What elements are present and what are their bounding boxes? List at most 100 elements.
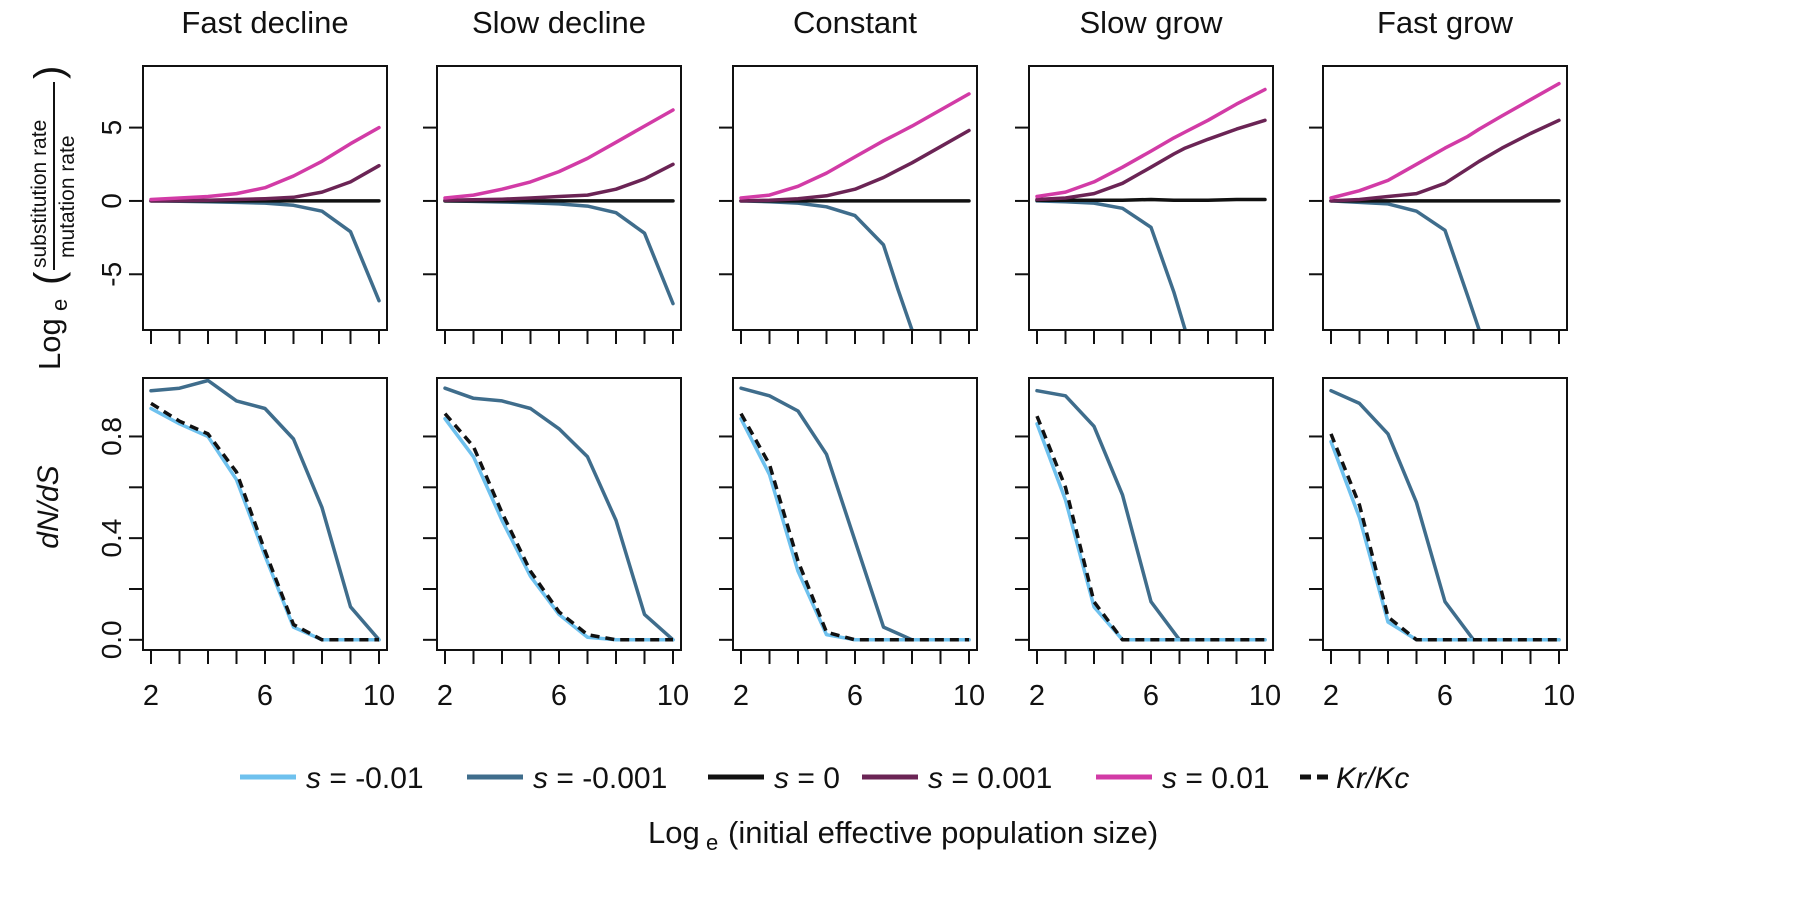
panel-substitution-1-line-s-0-01 (149, 125, 381, 202)
legend-label-s-0-01: s = 0.01 (1162, 762, 1270, 795)
panel-substitution-3-series (739, 92, 971, 330)
panel-dnds-1-ytick-label-0-8: 0.8 (96, 417, 127, 456)
panel-substitution-1-line-s-0-001 (149, 163, 381, 203)
panel-dnds-4-line-kr-kc (1035, 415, 1265, 642)
panel-dnds-1-line-kr-kc (150, 401, 379, 642)
panel-dnds-5-line-s-0-01 (1329, 439, 1561, 642)
panel-substitution-3-line-s-0-001 (739, 199, 914, 330)
panel-dnds-5: 2 6 10 (1309, 377, 1575, 712)
top-ylabel-prefix: Log (32, 318, 67, 370)
panel-dnds-2: 2 6 10 (423, 377, 689, 712)
panel-dnds-1-ytick-label-0-4: 0.4 (96, 519, 127, 558)
legend-label-s-0-01: s = -0.01 (306, 762, 424, 795)
panel-dnds-4-xtick-label-2: 2 (1029, 680, 1045, 712)
panel-dnds-4-line-s-0-01 (1035, 422, 1267, 642)
panel-dnds-1-xtick-label-10: 10 (363, 680, 395, 712)
panel-dnds-4-xtick-label-10: 10 (1249, 680, 1281, 712)
xlabel-rest: (initial effective population size) (728, 815, 1158, 850)
panel-dnds-5-xtick-label-6: 6 (1437, 680, 1453, 712)
panel-dnds-3-xtick-label-6: 6 (847, 680, 863, 712)
panel-dnds-5-series (1329, 388, 1561, 642)
panel-dnds-1-xtick-label-6: 6 (257, 680, 273, 712)
panel-dnds-1-line-s-0-001 (149, 378, 381, 642)
panel-dnds-5-line-kr-kc (1329, 433, 1559, 642)
panel-dnds-5-line-s-0-001 (1329, 388, 1561, 642)
legend-label-kr-kc: Kr/Kc (1336, 762, 1409, 795)
legend-label-s-0-001: s = -0.001 (533, 762, 667, 795)
legend: s = -0.01 s = -0.001 s = 0 s = 0.001 s = 0.0… (240, 762, 1409, 795)
panel-substitution-5-series (1329, 81, 1561, 330)
panel-substitution-5-line-s-0-001 (1329, 199, 1481, 330)
panel-dnds-4-xtick-label-6: 6 (1143, 680, 1159, 712)
panel-dnds-3-xtick-label-2: 2 (733, 680, 749, 712)
bottom-row-ylabel: dN/dS (32, 465, 65, 548)
panel-dnds-3-line-kr-kc (739, 412, 969, 642)
panel-substitution-4-line-s-0-001 (1035, 118, 1267, 202)
panel-substitution-5: Fast grow (1309, 5, 1568, 344)
panel-dnds-2-line-kr-kc (443, 412, 673, 642)
panel-dnds-3: 2 6 10 (719, 377, 985, 712)
panel-substitution-4-line-s-0-001 (1035, 199, 1187, 330)
panel-substitution-3-line-s-0-01 (739, 92, 971, 200)
panel-dnds-1-line-s-0-01 (149, 406, 381, 642)
panel-dnds-1-xtick-label-2: 2 (143, 680, 159, 712)
panel-dnds-2-line-s-0-01 (443, 416, 675, 642)
top-ylabel-open-paren: ( (27, 271, 71, 285)
panel-substitution-1-line-s-0-001 (149, 199, 381, 303)
panel-dnds-3-line-s-0-001 (739, 386, 971, 642)
top-ylabel-subscript: e (47, 299, 72, 311)
panel-substitution-4: Slow grow (1015, 5, 1274, 344)
panel-dnds-4: 2 6 10 (1015, 377, 1281, 712)
panel-dnds-2-xtick-label-2: 2 (437, 680, 453, 712)
panel-title-slow-grow: Slow grow (1080, 5, 1224, 40)
top-ylabel-close-paren: ) (27, 66, 71, 79)
panel-substitution-3-line-s-0-001 (739, 128, 971, 203)
panel-substitution-5-line-s-0-001 (1329, 118, 1561, 203)
panel-substitution-3-frame (732, 65, 978, 331)
panel-dnds-3-series (739, 386, 971, 642)
panel-substitution-3: Constant (719, 5, 978, 344)
panel-dnds-3-line-s-0-01 (739, 416, 971, 642)
panel-substitution-1-ytick-label-5: -5 (96, 262, 127, 287)
panel-title-constant: Constant (793, 5, 917, 40)
panel-substitution-4-line-s-0-01 (1035, 87, 1267, 199)
panel-dnds-1-series (149, 378, 381, 642)
panel-substitution-2: Slow decline (423, 5, 682, 344)
legend-label-s-0-001: s = 0.001 (928, 762, 1052, 795)
panel-substitution-1-series (149, 125, 381, 303)
panel-substitution-2-line-s-0-01 (443, 108, 675, 200)
panel-dnds-2-line-s-0-001 (443, 386, 675, 642)
xlabel-prefix: Log (648, 815, 700, 850)
panel-substitution-2-series (443, 108, 675, 306)
panel-substitution-1-ytick-label-5: 5 (96, 120, 127, 136)
panel-title-fast-decline: Fast decline (181, 5, 348, 40)
panel-title-fast-grow: Fast grow (1377, 5, 1514, 40)
panel-dnds-4-frame (1028, 377, 1274, 651)
panel-substitution-5-line-s-0-01 (1329, 81, 1561, 200)
panel-dnds-2-xtick-label-10: 10 (657, 680, 689, 712)
panel-dnds-1: 2 6 10 0.0 0.4 0.8 (96, 377, 395, 712)
xlabel-subscript: e (706, 830, 718, 855)
top-row-ylabel: Log e ( substitution rate mutation rate … (27, 66, 79, 370)
panel-dnds-2-series (443, 386, 675, 642)
panel-dnds-3-xtick-label-10: 10 (953, 680, 985, 712)
panel-substitution-2-line-s-0-001 (443, 162, 675, 202)
top-ylabel-denominator: mutation rate (56, 135, 79, 258)
legend-label-s-0: s = 0 (774, 762, 840, 795)
panel-substitution-1: Fast decline -5 0 5 (96, 5, 388, 344)
panel-substitution-4-series (1035, 87, 1267, 330)
panel-substitution-4-line-s-0 (1035, 197, 1267, 202)
panel-dnds-5-xtick-label-10: 10 (1543, 680, 1575, 712)
top-ylabel-numerator: substitution rate (28, 120, 51, 268)
panel-dnds-5-xtick-label-2: 2 (1323, 680, 1339, 712)
panel-substitution-1-ytick-label-0: 0 (96, 193, 127, 209)
panels: Fast decline -5 0 5 Slow decline Constant Slow… (96, 5, 1575, 712)
panel-title-slow-decline: Slow decline (472, 5, 646, 40)
panel-dnds-4-series (1035, 388, 1267, 642)
x-axis-label: Log e (initial effective population size… (648, 815, 1158, 855)
panel-dnds-2-xtick-label-6: 6 (551, 680, 567, 712)
panel-dnds-3-frame (732, 377, 978, 651)
panel-substitution-2-line-s-0-001 (443, 199, 675, 306)
